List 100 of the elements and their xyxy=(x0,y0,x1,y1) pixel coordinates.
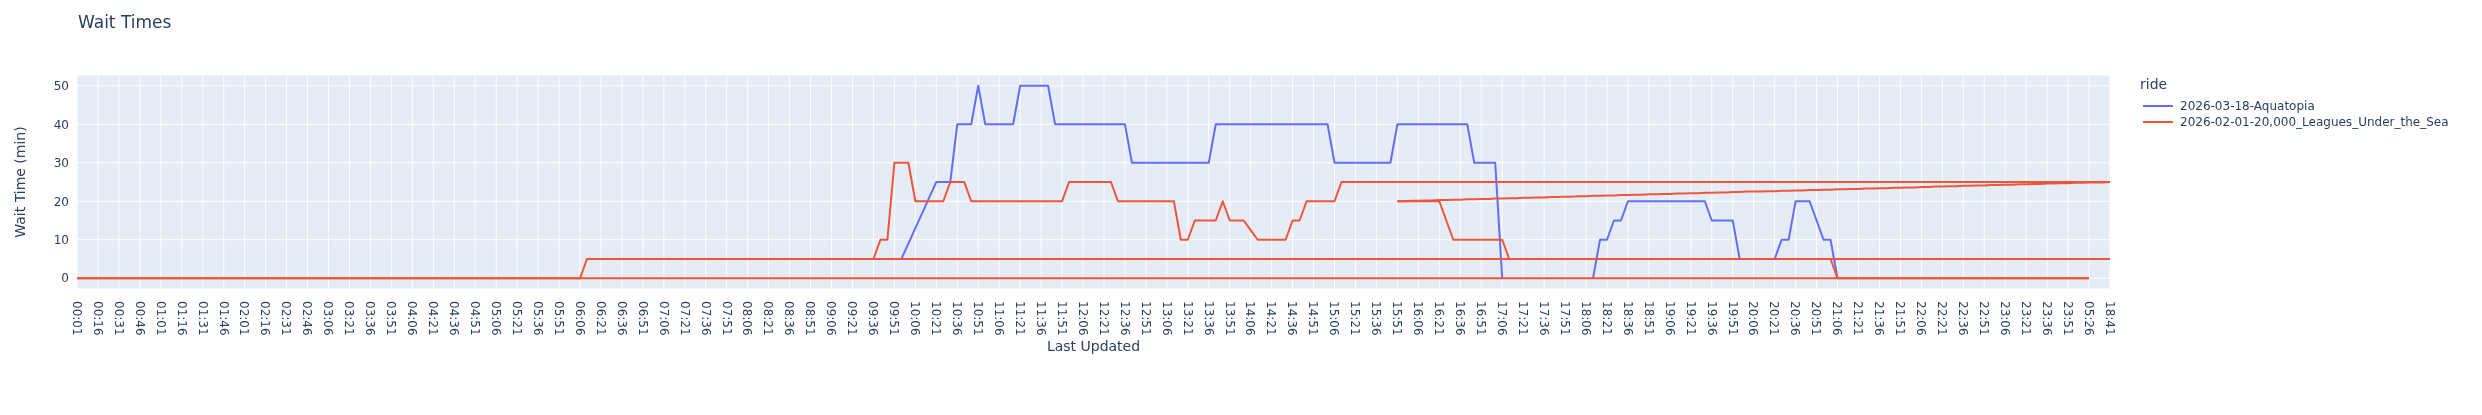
x-tick-label: 07:51 xyxy=(719,301,734,336)
x-tick-label: 21:36 xyxy=(1872,301,1887,336)
x-tick-label: 04:06 xyxy=(405,301,420,336)
y-axis-title: Wait Time (min) xyxy=(11,126,28,238)
x-tick-label: 00:46 xyxy=(132,301,147,336)
x-tick-label: 00:16 xyxy=(90,301,105,336)
x-tick-label: 17:51 xyxy=(1557,301,1572,336)
x-tick-label: 16:21 xyxy=(1432,301,1447,336)
x-tick-label: 23:51 xyxy=(2060,301,2075,336)
x-tick-label: 10:06 xyxy=(908,301,923,336)
x-tick-label: 12:51 xyxy=(1138,301,1153,336)
y-tick-label: 10 xyxy=(53,232,69,247)
x-tick-label: 10:21 xyxy=(929,301,944,336)
x-tick-label: 05:21 xyxy=(509,301,524,336)
x-tick-label: 19:36 xyxy=(1704,301,1719,336)
x-tick-label: 19:21 xyxy=(1683,301,1698,336)
x-tick-label: 09:36 xyxy=(866,301,881,336)
x-tick-label: 03:21 xyxy=(342,301,357,336)
x-tick-label: 06:21 xyxy=(593,301,608,336)
x-tick-label: 09:21 xyxy=(845,301,860,336)
x-tick-label: 22:21 xyxy=(1935,301,1950,336)
x-tick-label: 21:21 xyxy=(1851,301,1866,336)
y-tick-label: 50 xyxy=(53,79,69,94)
x-tick-label: 20:21 xyxy=(1767,301,1782,336)
x-tick-label: 16:06 xyxy=(1411,301,1426,336)
x-tick-label: 14:21 xyxy=(1264,301,1279,336)
x-tick-label: 05:06 xyxy=(488,301,503,336)
x-tick-label: 10:51 xyxy=(971,301,986,336)
x-tick-label: 00:01 xyxy=(69,301,84,336)
x-tick-label: 06:36 xyxy=(614,301,629,336)
x-tick-label: 15:06 xyxy=(1327,301,1342,336)
y-tick-label: 40 xyxy=(53,117,69,132)
x-tick-label: 11:51 xyxy=(1054,301,1069,336)
x-tick-label: 07:06 xyxy=(656,301,671,336)
x-tick-label: 13:21 xyxy=(1180,301,1195,336)
x-tick-label: 17:21 xyxy=(1515,301,1530,336)
x-tick-label: 08:36 xyxy=(782,301,797,336)
x-tick-label: 00:31 xyxy=(111,301,126,336)
x-tick-label: 12:36 xyxy=(1117,301,1132,336)
x-tick-label: 18:51 xyxy=(1641,301,1656,336)
x-tick-label: 03:51 xyxy=(384,301,399,336)
x-tick-label: 22:51 xyxy=(1977,301,1992,336)
x-tick-label: 14:06 xyxy=(1243,301,1258,336)
x-tick-label: 11:21 xyxy=(1012,301,1027,336)
x-tick-label: 05:26 xyxy=(2081,301,2096,336)
x-tick-label: 16:36 xyxy=(1453,301,1468,336)
x-tick-label: 03:06 xyxy=(321,301,336,336)
x-tick-label: 17:06 xyxy=(1495,301,1509,336)
x-tick-label: 05:51 xyxy=(551,301,566,336)
x-tick-label: 01:46 xyxy=(216,301,231,336)
x-tick-label: 11:36 xyxy=(1033,301,1048,336)
x-tick-label: 06:06 xyxy=(572,301,587,336)
x-tick-label: 04:21 xyxy=(426,301,441,336)
x-tick-label: 11:06 xyxy=(991,301,1006,336)
x-tick-label: 13:06 xyxy=(1159,301,1174,336)
x-tick-label: 18:41 xyxy=(2102,301,2117,336)
x-tick-label: 07:21 xyxy=(677,301,692,336)
x-tick-label: 02:31 xyxy=(279,301,294,336)
x-tick-label: 08:21 xyxy=(761,301,776,336)
legend-label: 2026-02-01-20,000_Leagues_Under_the_Sea xyxy=(2180,115,2449,129)
x-tick-label: 02:01 xyxy=(237,301,252,336)
x-tick-label: 21:06 xyxy=(1830,301,1845,336)
y-tick-label: 30 xyxy=(53,156,69,171)
x-tick-label: 10:36 xyxy=(950,301,965,336)
legend-title: ride xyxy=(2140,76,2169,92)
x-tick-label: 19:51 xyxy=(1725,301,1740,336)
x-tick-label: 19:06 xyxy=(1662,301,1677,336)
x-tick-label: 09:51 xyxy=(887,301,902,336)
x-tick-label: 18:36 xyxy=(1620,301,1635,336)
x-tick-label: 14:36 xyxy=(1285,301,1300,336)
x-tick-label: 06:51 xyxy=(635,301,650,336)
x-tick-label: 23:36 xyxy=(2039,301,2054,336)
x-tick-label: 18:21 xyxy=(1599,301,1614,336)
x-tick-label: 04:36 xyxy=(447,301,462,336)
x-tick-label: 20:51 xyxy=(1809,301,1824,336)
x-tick-label: 05:36 xyxy=(530,301,545,336)
x-tick-label: 02:16 xyxy=(258,301,273,336)
x-tick-label: 22:36 xyxy=(1956,301,1971,336)
x-tick-label: 17:36 xyxy=(1536,301,1551,336)
y-tick-label: 20 xyxy=(53,194,69,209)
x-tick-label: 01:01 xyxy=(153,301,168,336)
x-tick-label: 01:16 xyxy=(174,301,189,336)
x-tick-label: 21:51 xyxy=(1893,301,1908,336)
x-tick-label: 08:06 xyxy=(740,301,755,336)
x-tick-label: 12:21 xyxy=(1096,301,1111,336)
x-tick-label: 13:51 xyxy=(1222,301,1237,336)
x-tick-label: 20:06 xyxy=(1746,301,1761,336)
x-tick-label: 23:21 xyxy=(2018,301,2033,336)
x-tick-label: 02:46 xyxy=(300,301,315,336)
y-tick-label: 0 xyxy=(61,271,69,286)
x-tick-label: 18:06 xyxy=(1578,301,1593,336)
x-tick-label: 08:51 xyxy=(803,301,818,336)
x-tick-label: 15:21 xyxy=(1348,301,1363,336)
chart-title: Wait Times xyxy=(78,12,172,32)
x-tick-label: 13:36 xyxy=(1201,301,1216,336)
x-tick-label: 14:51 xyxy=(1306,301,1321,336)
x-tick-label: 03:36 xyxy=(363,301,378,336)
x-tick-label: 23:06 xyxy=(1998,301,2013,336)
x-tick-label: 15:51 xyxy=(1390,301,1405,336)
x-tick-label: 07:36 xyxy=(698,301,713,336)
